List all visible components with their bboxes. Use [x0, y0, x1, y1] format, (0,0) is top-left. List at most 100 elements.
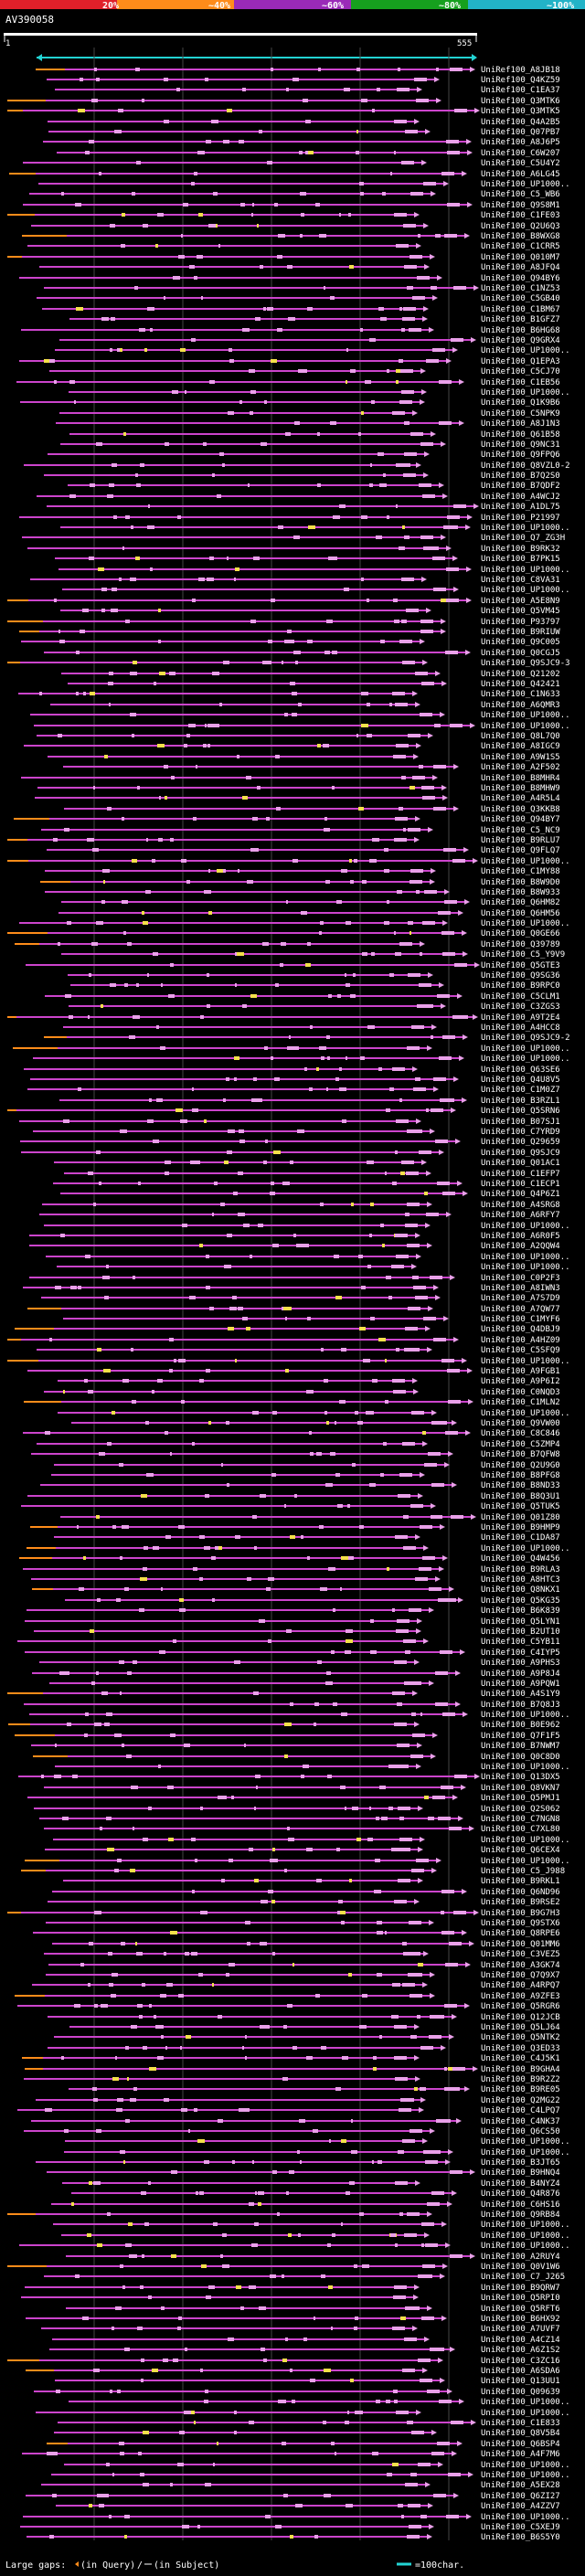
hit-label[interactable]: UniRef100_B3RZL1: [481, 1097, 560, 1106]
hit-label[interactable]: UniRef100_A4RPQ7: [481, 1981, 560, 1990]
hit-label[interactable]: UniRef100_B9RLU7: [481, 836, 560, 845]
hit-row[interactable]: UniRef100_B9RKL1: [63, 1877, 560, 1886]
hit-row[interactable]: UniRef100_C1EFP7: [64, 1170, 560, 1179]
hit-label[interactable]: UniRef100_Q9SJC9-2: [481, 1034, 570, 1043]
hit-row[interactable]: UniRef100_Q4R876: [71, 2189, 560, 2199]
hit-row[interactable]: UniRef100_UP1000..: [53, 2221, 570, 2230]
hit-row[interactable]: UniRef100_UP1000..: [19, 919, 570, 928]
hit-label[interactable]: UniRef100_Q3KKB8: [481, 805, 560, 814]
hit-row[interactable]: UniRef100_A6SDA6: [26, 2367, 560, 2376]
hit-row[interactable]: UniRef100_B9RIUW: [19, 628, 560, 637]
hit-label[interactable]: UniRef100_B8W933: [481, 888, 560, 897]
hit-label[interactable]: UniRef100_A9ZFE3: [481, 1992, 560, 2001]
hit-row[interactable]: UniRef100_A4WCJ2: [37, 493, 560, 502]
hit-label[interactable]: UniRef100_A9FGB1: [481, 1367, 560, 1376]
hit-label[interactable]: UniRef100_Q9STX6: [481, 1919, 560, 1928]
hit-label[interactable]: UniRef100_UP1000..: [481, 711, 570, 720]
hit-label[interactable]: UniRef100_B0E962: [481, 1721, 560, 1730]
hit-label[interactable]: UniRef100_Q13UU1: [481, 2377, 560, 2386]
hit-label[interactable]: UniRef100_Q5RFT6: [481, 2305, 560, 2314]
hit-row[interactable]: UniRef100_Q94BY6: [19, 274, 560, 283]
hit-row[interactable]: UniRef100_A2QQW4: [29, 1242, 560, 1251]
hit-label[interactable]: UniRef100_UP1000..: [481, 388, 570, 398]
hit-label[interactable]: UniRef100_Q2U9G0: [481, 1461, 560, 1470]
hit-label[interactable]: UniRef100_C3VEZ5: [481, 1950, 560, 1959]
hit-label[interactable]: UniRef100_A8HTC3: [481, 1575, 560, 1585]
hit-row[interactable]: UniRef100_B9GHA4: [25, 2065, 560, 2074]
hit-row[interactable]: UniRef100_UP1000..: [27, 1544, 570, 1553]
hit-row[interactable]: UniRef100_C1EA37: [55, 86, 560, 95]
hit-row[interactable]: UniRef100_C8C846: [23, 1429, 560, 1438]
hit-label[interactable]: UniRef100_A8IWN3: [481, 1284, 560, 1293]
hit-label[interactable]: UniRef100_A6SDA6: [481, 2367, 560, 2376]
hit-row[interactable]: UniRef100_A8IWN3: [23, 1284, 560, 1293]
hit-label[interactable]: UniRef100_C0P2F3: [481, 1274, 560, 1283]
hit-label[interactable]: UniRef100_Q09639: [481, 2388, 560, 2397]
hit-label[interactable]: UniRef100_B1GFZ7: [481, 315, 560, 324]
hit-label[interactable]: UniRef100_A5EX28: [481, 2481, 560, 2490]
hit-label[interactable]: UniRef100_Q39789: [481, 940, 560, 949]
hit-row[interactable]: UniRef100_Q2S062: [34, 1805, 560, 1814]
hit-row[interactable]: UniRef100_Q09639: [34, 2388, 560, 2397]
hit-label[interactable]: UniRef100_Q4KZ59: [481, 76, 560, 85]
hit-label[interactable]: UniRef100_Q9GRX4: [481, 336, 560, 345]
hit-label[interactable]: UniRef100_B9GHA4: [481, 2065, 560, 2074]
hit-label[interactable]: UniRef100_Q6CS50: [481, 2127, 560, 2136]
hit-row[interactable]: UniRef100_A4S1Y9: [7, 1690, 560, 1699]
hit-row[interactable]: UniRef100_Q9FLQ7: [47, 846, 560, 855]
hit-label[interactable]: UniRef100_C8VA31: [481, 576, 560, 585]
hit-row[interactable]: UniRef100_UP1000..: [60, 524, 570, 533]
hit-row[interactable]: UniRef100_Q01AC1: [54, 1159, 560, 1168]
hit-row[interactable]: UniRef100_A8JFQ4: [39, 263, 560, 272]
hit-label[interactable]: UniRef100_C1N633: [481, 690, 560, 699]
hit-label[interactable]: UniRef100_C4J5K1: [481, 2054, 560, 2063]
hit-label[interactable]: UniRef100_A6LG45: [481, 170, 560, 179]
hit-row[interactable]: UniRef100_UP1000..: [13, 1044, 570, 1054]
hit-label[interactable]: UniRef100_B9HMP9: [481, 1523, 560, 1532]
hit-row[interactable]: UniRef100_Q8VZL0-2: [24, 461, 570, 471]
hit-label[interactable]: UniRef100_Q07PB7: [481, 128, 560, 137]
hit-label[interactable]: UniRef100_Q0C8D0: [481, 1753, 560, 1762]
hit-label[interactable]: UniRef100_B9RK32: [481, 545, 560, 554]
hit-label[interactable]: UniRef100_Q5LJ64: [481, 2023, 560, 2032]
hit-row[interactable]: UniRef100_UP1000..: [25, 1857, 570, 1866]
hit-label[interactable]: UniRef100_C1FE03: [481, 211, 560, 220]
hit-label[interactable]: UniRef100_Q6ZI27: [481, 2492, 560, 2501]
hit-label[interactable]: UniRef100_A9W1S5: [481, 753, 560, 762]
hit-row[interactable]: UniRef100_B9R2Z2: [24, 2075, 560, 2084]
hit-row[interactable]: UniRef100_UP1000..: [7, 857, 570, 866]
hit-row[interactable]: UniRef100_A4R5L4: [35, 794, 560, 803]
hit-row[interactable]: UniRef100_Q29659: [20, 1138, 560, 1147]
hit-label[interactable]: UniRef100_Q8L7Q0: [481, 732, 560, 741]
hit-label[interactable]: UniRef100_Q5VM45: [481, 607, 560, 616]
hit-label[interactable]: UniRef100_C7NGN8: [481, 1815, 560, 1824]
hit-row[interactable]: UniRef100_C5CJ70: [49, 367, 560, 376]
hit-label[interactable]: UniRef100_Q5PMJ1: [481, 1794, 560, 1803]
hit-row[interactable]: UniRef100_A9T2E4: [7, 1013, 560, 1023]
hit-row[interactable]: UniRef100_Q3MTK5: [7, 107, 560, 116]
hit-row[interactable]: UniRef100_C1EB56: [16, 378, 560, 387]
hit-label[interactable]: UniRef100_A9P8J4: [481, 1670, 560, 1679]
hit-label[interactable]: UniRef100_Q5TUK5: [481, 1502, 560, 1511]
hit-label[interactable]: UniRef100_C7YRD9: [481, 1128, 560, 1137]
hit-label[interactable]: UniRef100_UP1000..: [481, 1357, 570, 1366]
hit-row[interactable]: UniRef100_C6W207: [57, 149, 560, 158]
hit-label[interactable]: UniRef100_Q9VW00: [481, 1419, 560, 1428]
hit-label[interactable]: UniRef100_C1CRR5: [481, 242, 560, 251]
hit-row[interactable]: UniRef100_B9RSE2: [48, 1898, 560, 1907]
hit-row[interactable]: UniRef100_B2UT10: [34, 1627, 560, 1637]
hit-label[interactable]: UniRef100_UP1000..: [481, 1253, 570, 1262]
hit-row[interactable]: UniRef100_B7NWM7: [31, 1742, 560, 1751]
hit-label[interactable]: UniRef100_C1MYF6: [481, 1315, 560, 1324]
hit-label[interactable]: UniRef100_Q01Z80: [481, 1513, 560, 1522]
hit-label[interactable]: UniRef100_A8IGC9: [481, 742, 560, 751]
hit-row[interactable]: UniRef100_Q5LYN1: [25, 1617, 560, 1627]
hit-row[interactable]: UniRef100_Q6HM82: [61, 898, 560, 907]
hit-row[interactable]: UniRef100_C7YRD9: [33, 1128, 560, 1137]
hit-label[interactable]: UniRef100_A9PHS3: [481, 1659, 560, 1668]
hit-label[interactable]: UniRef100_Q4W456: [481, 1554, 560, 1564]
hit-label[interactable]: UniRef100_Q94BY6: [481, 274, 560, 283]
hit-label[interactable]: UniRef100_A6RFY7: [481, 1211, 560, 1220]
hit-label[interactable]: UniRef100_Q3MTK5: [481, 107, 560, 116]
hit-row[interactable]: UniRef100_Q9SJC9-2: [44, 1034, 570, 1043]
